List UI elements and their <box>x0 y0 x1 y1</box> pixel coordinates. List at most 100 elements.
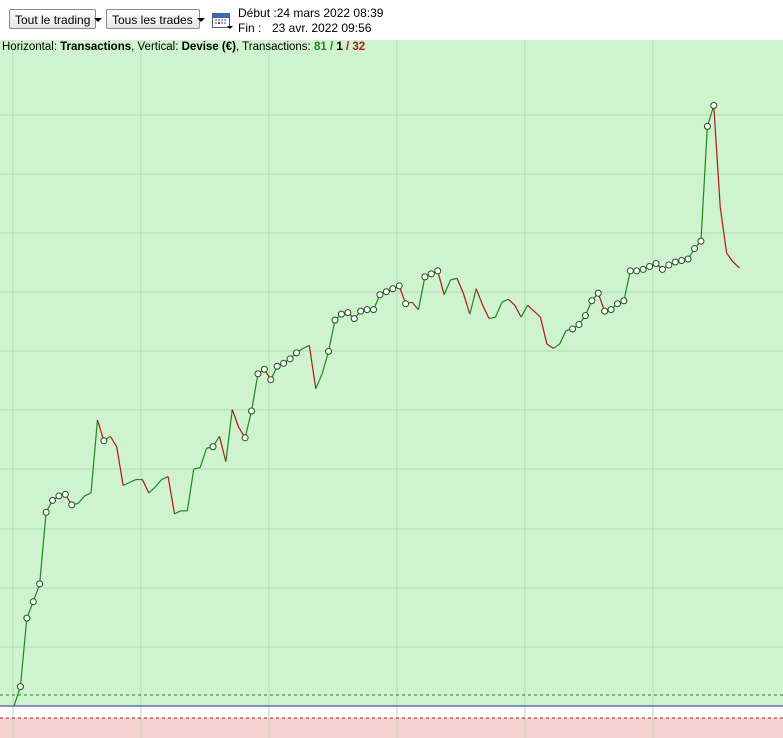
equity-segment-down <box>462 293 471 315</box>
equity-point-marker <box>331 316 339 324</box>
equity-point-marker <box>23 614 31 622</box>
equity-segment-up <box>161 475 169 481</box>
equity-segment-down <box>507 298 516 306</box>
equity-point-marker <box>588 297 596 305</box>
chevron-down-icon <box>94 17 103 22</box>
equity-point-marker <box>620 297 628 305</box>
equity-point-marker <box>678 256 686 264</box>
equity-point-marker <box>581 312 589 320</box>
equity-point-marker <box>658 265 666 273</box>
trading-filter-dropdown[interactable]: Tout le trading <box>9 9 103 29</box>
equity-point-marker <box>68 501 76 509</box>
equity-segment-down <box>308 345 317 389</box>
equity-point-marker <box>691 245 699 253</box>
equity-point-marker <box>665 261 673 269</box>
equity-segment-up <box>250 373 259 412</box>
separator: / <box>342 41 353 53</box>
equity-segment-down <box>437 270 445 295</box>
transactions-neutral-count: 1 <box>336 41 343 53</box>
equity-segment-down <box>527 304 535 312</box>
equity-segment-down <box>533 310 541 318</box>
equity-point-marker <box>607 306 615 314</box>
equity-segment-up <box>623 270 631 301</box>
equity-segment-down <box>456 278 464 294</box>
equity-point-marker <box>652 259 660 267</box>
equity-point-marker <box>357 307 365 315</box>
equity-segment-up <box>559 330 567 345</box>
chart-info-line: Horizontal: Transactions, Vertical: Devi… <box>2 41 365 53</box>
equity-segment-down <box>96 419 105 441</box>
calendar-icon[interactable] <box>212 11 233 30</box>
equity-point-marker <box>370 306 378 314</box>
equity-point-marker <box>29 598 37 606</box>
equity-point-marker <box>209 443 217 451</box>
transactions-loss-count: 32 <box>352 41 366 53</box>
equity-point-marker <box>273 362 281 370</box>
equity-segment-down <box>141 479 150 494</box>
equity-point-marker <box>646 262 654 270</box>
equity-point-marker <box>344 309 352 317</box>
equity-segment-up <box>90 419 99 493</box>
fin-value: 23 avr. 2022 09:56 <box>272 21 372 35</box>
equity-segment-up <box>225 409 233 462</box>
equity-segment-down <box>167 476 176 514</box>
equity-segment-up <box>148 486 156 494</box>
equity-point-marker <box>337 310 345 318</box>
equity-segment-up <box>321 351 330 374</box>
equity-point-marker <box>639 265 647 273</box>
toolbar: Tout le trading Tous les trades Début :2… <box>0 0 783 40</box>
equity-segment-up <box>77 495 86 504</box>
equity-segment-up <box>122 481 130 487</box>
equity-segment-up <box>552 343 561 349</box>
equity-point-marker <box>613 300 621 308</box>
equity-segment-up <box>706 105 715 127</box>
equity-point-marker <box>292 349 300 357</box>
equity-point-marker <box>286 355 294 363</box>
equity-segment-up <box>19 618 28 687</box>
trades-filter-dropdown[interactable]: Tous les trades <box>106 9 205 29</box>
transactions-win-count: 81 <box>313 41 327 53</box>
equity-curve-chart[interactable] <box>0 40 783 738</box>
profit-zone <box>0 40 783 706</box>
equity-point-marker <box>626 267 634 275</box>
trades-filter-label: Tous les trades <box>112 13 193 27</box>
equity-segment-down <box>726 252 734 263</box>
equity-segment-up <box>39 512 47 584</box>
equity-point-marker <box>16 683 24 691</box>
equity-segment-down <box>482 304 490 319</box>
equity-segment-down <box>116 446 124 486</box>
equity-point-marker <box>241 434 249 442</box>
equity-segment-up <box>417 276 426 310</box>
equity-segment-down <box>732 261 740 269</box>
equity-point-marker <box>710 102 718 110</box>
equity-point-marker <box>594 289 602 297</box>
equity-segment-up <box>700 126 708 242</box>
equity-point-marker <box>248 407 256 415</box>
equity-segment-up <box>84 492 92 497</box>
equity-point-marker <box>684 255 692 263</box>
equity-point-marker <box>267 376 275 384</box>
equity-point-marker <box>703 122 711 130</box>
equity-point-marker <box>325 347 333 355</box>
equity-segment-up <box>315 373 323 389</box>
equity-point-marker <box>671 258 679 266</box>
equity-point-marker <box>280 359 288 367</box>
equity-point-marker <box>61 490 69 498</box>
equity-segment-down <box>411 301 419 311</box>
equity-point-marker <box>260 365 268 373</box>
vertical-value: Devise (€) <box>181 41 236 53</box>
equity-segment-up <box>129 478 137 484</box>
equity-point-marker <box>575 321 583 329</box>
equity-point-marker <box>382 288 390 296</box>
equity-segment-down <box>539 316 548 345</box>
equity-segment-down <box>475 288 484 306</box>
equity-segment-down <box>218 436 227 462</box>
equity-segment-down <box>713 105 721 207</box>
equity-point-marker <box>633 267 641 275</box>
equity-point-marker <box>49 496 57 504</box>
equity-point-marker <box>427 270 435 278</box>
equity-segment-up <box>244 410 253 438</box>
equity-point-marker <box>350 315 358 323</box>
fin-label: Fin : <box>238 21 262 35</box>
vertical-label: , Vertical: <box>131 41 182 53</box>
